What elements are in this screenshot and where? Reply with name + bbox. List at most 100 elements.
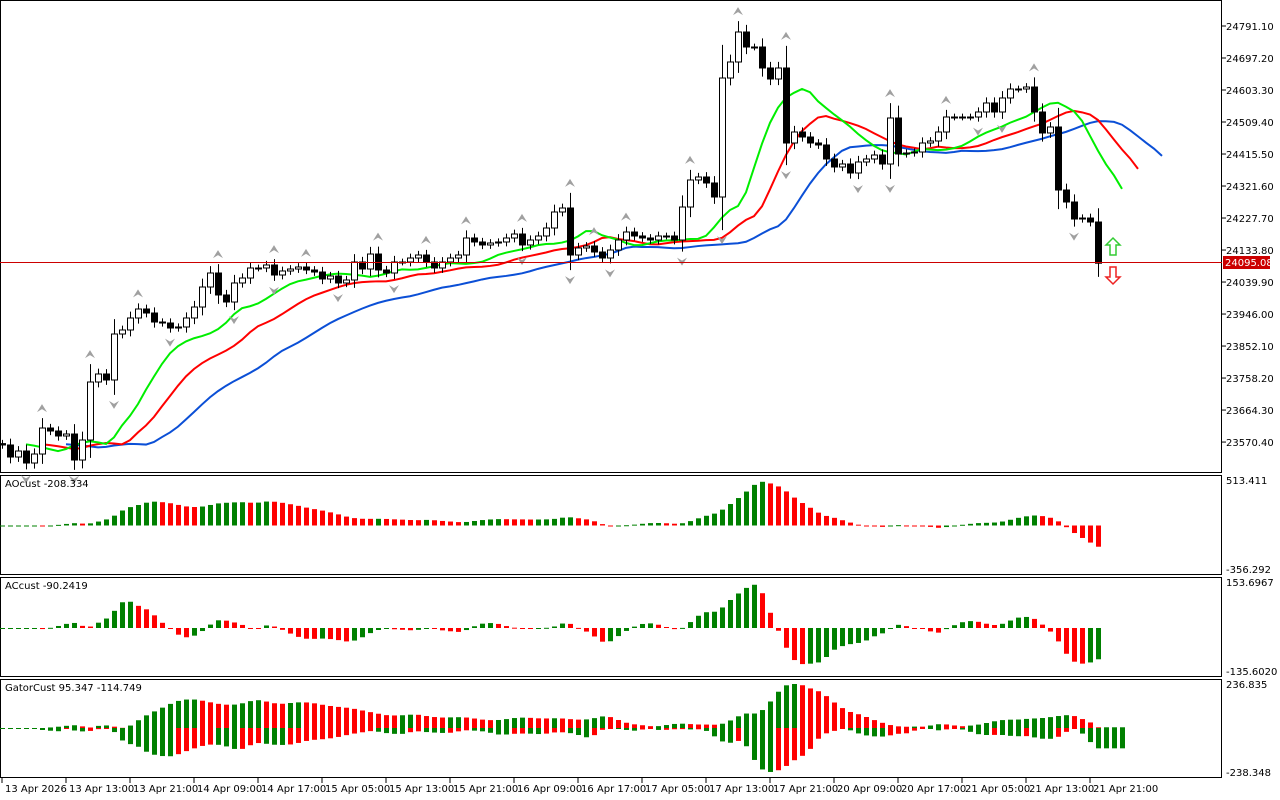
alligator-lines [25,87,1163,453]
ao-bar [832,517,837,526]
gator-upper-bar [872,720,877,728]
ao-bar [872,525,877,527]
ac-bar [856,628,861,643]
gator-upper-bar [440,717,445,728]
fractal-up-icon [517,213,527,222]
fractal-down-icon [229,316,239,325]
gator-upper-bar [608,717,613,728]
ac-bar [704,612,709,628]
gator-upper-bar [848,711,853,728]
ao-bar [456,522,461,526]
price-tick-label: 24039.90 [1226,278,1274,289]
ac-bar [688,622,693,628]
ac-bar [312,628,317,639]
bull-candle [327,275,334,280]
ao-bar [536,519,541,526]
bull-candle [575,247,582,256]
bear-candle [783,67,790,144]
ao-bar [88,523,93,526]
gator-upper-bar [712,724,717,728]
bull-candle [119,329,126,335]
fractal-up-icon [269,245,279,254]
ao-bar [680,523,685,526]
ao-bar [232,502,237,526]
ao-bar [72,523,77,526]
gator-upper-bar [688,724,693,728]
gator-lower-bar [40,728,45,730]
ac-bar [1080,628,1085,664]
gator-lower-bar [608,728,613,729]
gator-lower-bar [64,728,69,729]
gator-lower-bar [160,728,165,757]
gator-upper-bar [272,703,277,728]
ac-bar [768,612,773,628]
ac-bar [184,628,189,638]
time-tick-label: 17 Apr 13:00 [709,784,774,795]
gator-upper-bar [512,718,517,728]
gator-upper-bar [456,717,461,728]
ao-bar [792,497,797,526]
ao-bar [344,516,349,526]
bull-candle [367,253,374,270]
gator-upper-bar [520,717,525,728]
bear-candle [103,373,110,381]
gator-upper-bar [912,726,917,728]
ao-bar [184,506,189,526]
bear-candle [55,430,62,437]
ac-bar [528,628,533,629]
fractal-up-icon [301,248,311,257]
ao-bar [672,523,677,526]
ac-bar [672,628,677,630]
ac-bar [1032,618,1037,628]
ao-bar [144,502,149,526]
ac-bar [304,628,309,639]
ao-bar [552,518,557,526]
gator-lower-bar [1080,728,1085,734]
ac-bar [936,628,941,633]
bull-candle [863,158,870,163]
bull-candle [1079,217,1086,220]
gator-lower-bar [408,728,413,733]
ac-bar [944,628,949,630]
price-tick-label: 24227.70 [1226,214,1274,225]
gator-upper-bar [808,688,813,728]
fractal-down-icon [781,171,791,180]
bull-candle [111,333,118,381]
panel-frames [0,0,1222,778]
bull-candle [495,241,502,244]
gator-lower-bar [384,728,389,734]
ac-bar [352,628,357,641]
bull-candle [247,267,254,279]
gator-upper-bar [672,723,677,728]
gator-upper-bar [544,718,549,728]
gator-upper-bar [160,707,165,728]
gator-lower-bar [520,728,525,734]
gator-upper-bar [200,700,205,728]
fractal-down-icon [997,124,1007,133]
ac-bar [328,628,333,640]
gator-lower-bar [512,728,517,734]
ao-bar [856,524,861,526]
gator-upper-bar [1016,719,1021,728]
ao-bar [120,510,125,526]
gator-upper-bar [1096,727,1101,729]
ao-bar [32,525,37,527]
bear-candle [215,272,222,296]
ac-bar [248,627,253,629]
gator-upper-bar [920,726,925,728]
bear-candle [567,207,574,256]
candles [0,21,1102,470]
gator-lower-bar [304,728,309,741]
gator-upper-bar [888,725,893,728]
gator-lower-bar [400,728,405,734]
fractal-up-icon [685,155,695,164]
gator-lower-bar [888,728,893,736]
fractal-up-icon [621,212,631,221]
gator-lower-bar [168,728,173,757]
gator-lower-bar [952,728,957,729]
ac-bar [288,628,293,634]
ac-bar [680,627,685,629]
gator-upper-bar [528,717,533,728]
gator-lower-bar [152,728,157,755]
